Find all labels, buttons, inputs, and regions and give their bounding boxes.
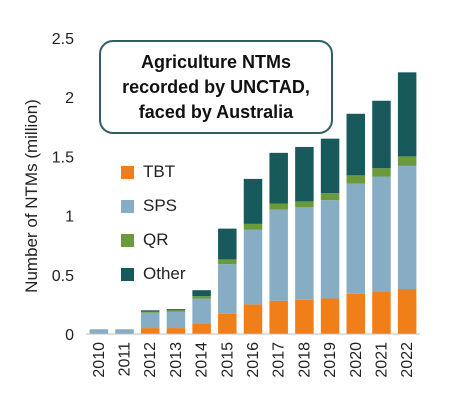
bar-segment-other-2015 — [218, 228, 237, 260]
bar-segment-qr-2014 — [192, 296, 211, 299]
bar-segment-qr-2012 — [140, 311, 160, 313]
legend-swatch-qr — [121, 233, 134, 247]
bar-segment-qr-2022 — [397, 156, 417, 166]
legend-label-sps: SPS — [143, 196, 178, 215]
y-tick-label: 1.5 — [52, 149, 74, 166]
bar-segment-other-2013 — [166, 309, 186, 311]
bar-segment-sps-2016 — [243, 229, 263, 305]
bar-segment-tbt-2021 — [372, 291, 391, 334]
bar-segment-other-2019 — [320, 138, 340, 194]
legend-swatch-other — [121, 267, 134, 281]
y-tick-label: 1 — [65, 209, 74, 226]
bar-segment-qr-2016 — [243, 223, 263, 230]
bar-segment-sps-2011 — [115, 329, 134, 334]
x-tick-label: 2018 — [296, 342, 313, 378]
bar-segment-tbt-2013 — [166, 328, 186, 334]
chart-title-line-1: Agriculture NTMs — [140, 51, 291, 72]
bar-segment-other-2014 — [192, 290, 211, 297]
bar-segment-sps-2014 — [192, 298, 211, 324]
legend-label-other: Other — [143, 264, 186, 283]
bar-segment-sps-2018 — [295, 207, 314, 300]
chart-title-box: Agriculture NTMs recorded by UNCTAD, fac… — [99, 40, 333, 134]
bar-segment-other-2022 — [397, 72, 417, 157]
legend-item-sps: SPS — [121, 189, 186, 223]
bar-segment-tbt-2020 — [346, 293, 366, 334]
x-tick-label: 2022 — [399, 342, 416, 378]
bar-segment-qr-2021 — [372, 168, 391, 177]
y-tick-label: 2 — [65, 90, 74, 107]
x-tick-label: 2014 — [194, 342, 211, 378]
x-tick-label: 2020 — [348, 342, 365, 378]
legend-item-other: Other — [121, 257, 186, 291]
legend-swatch-tbt — [121, 165, 134, 179]
bar-segment-tbt-2014 — [192, 323, 211, 334]
y-tick-label: 2.5 — [52, 31, 74, 48]
x-tick-label: 2010 — [91, 342, 108, 378]
bar-segment-sps-2012 — [140, 312, 160, 329]
bar-segment-tbt-2015 — [218, 313, 237, 334]
bar-segment-qr-2013 — [166, 310, 186, 312]
bar-segment-sps-2022 — [397, 165, 417, 290]
bar-segment-other-2016 — [243, 178, 263, 224]
bar-segment-tbt-2012 — [140, 328, 160, 334]
bar-segment-tbt-2018 — [295, 299, 314, 334]
bar-segment-tbt-2019 — [320, 298, 340, 334]
bar-segment-other-2012 — [140, 310, 160, 312]
bar-segment-qr-2017 — [269, 203, 288, 210]
x-tick-label: 2016 — [245, 342, 262, 378]
bar-segment-qr-2020 — [346, 175, 366, 184]
x-tick-label: 2015 — [219, 342, 236, 378]
bar-segment-sps-2019 — [320, 200, 340, 299]
bar-segment-qr-2018 — [295, 201, 314, 208]
bar-segment-tbt-2022 — [397, 289, 417, 334]
legend-label-tbt: TBT — [143, 162, 176, 181]
legend-item-qr: QR — [121, 223, 186, 257]
legend: TBT SPS QR Other — [121, 155, 186, 291]
bar-segment-sps-2015 — [218, 264, 237, 314]
bar-segment-sps-2013 — [166, 311, 186, 329]
chart-title-line-2: recorded by UNCTAD, — [122, 76, 310, 97]
x-tick-label: 2021 — [373, 342, 390, 378]
y-axis-label: Number of NTMs (million) — [22, 99, 41, 293]
y-tick-label: 0.5 — [52, 268, 74, 285]
y-tick-label: 0 — [65, 327, 74, 344]
chart-title-line-3: faced by Australia — [138, 101, 294, 122]
bar-segment-qr-2015 — [218, 259, 237, 265]
x-tick-label: 2019 — [322, 342, 339, 378]
x-tick-label: 2011 — [117, 342, 134, 377]
legend-item-tbt: TBT — [121, 155, 186, 189]
bar-segment-other-2018 — [295, 146, 314, 202]
bar-segment-other-2021 — [372, 100, 391, 169]
x-tick-label: 2013 — [168, 342, 185, 378]
bar-segment-sps-2021 — [372, 176, 391, 292]
legend-swatch-sps — [121, 199, 134, 213]
bar-segment-tbt-2016 — [243, 304, 263, 334]
x-tick-label: 2017 — [271, 342, 288, 378]
bar-segment-sps-2017 — [269, 209, 288, 301]
bar-segment-qr-2019 — [320, 193, 340, 201]
bar-segment-sps-2020 — [346, 183, 366, 294]
legend-label-qr: QR — [143, 230, 169, 249]
bar-segment-other-2020 — [346, 113, 366, 176]
x-tick-label: 2012 — [142, 342, 159, 378]
bar-segment-sps-2010 — [89, 329, 109, 334]
bar-segment-tbt-2017 — [269, 300, 288, 334]
bar-segment-other-2017 — [269, 152, 288, 204]
